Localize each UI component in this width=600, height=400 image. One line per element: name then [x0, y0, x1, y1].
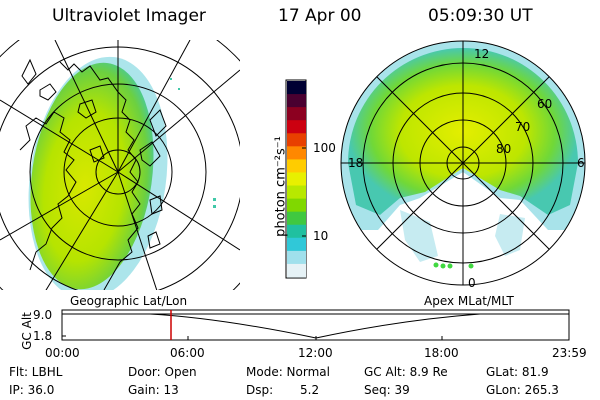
- colorbar-band: [287, 237, 306, 252]
- colorbar-band: [287, 159, 306, 174]
- left-panel-name: Geographic Lat/Lon: [70, 294, 188, 308]
- glon-info: GLon: 265.3: [486, 383, 559, 397]
- apex-polar-image: [340, 40, 586, 286]
- door-info: Door: Open: [128, 365, 197, 379]
- colorbar-band: [287, 94, 306, 108]
- timeline-xtick-0000: 00:00: [45, 346, 80, 360]
- colorbar-band: [287, 107, 306, 121]
- mlat-label-80: 80: [496, 142, 512, 156]
- timeline-ytick-top: 9.0: [33, 308, 53, 322]
- colorbar-band: [287, 250, 306, 265]
- mlt-label-18: 18: [348, 156, 364, 170]
- seq-info: Seq: 39: [364, 383, 410, 397]
- mlt-label-6: 6: [577, 156, 585, 170]
- colorbar-tick-10: 10: [313, 229, 329, 243]
- filter-info: Flt: LBHL: [9, 365, 63, 379]
- colorbar-tick-100: 100: [313, 141, 336, 155]
- colorbar-label: photon cm⁻²s⁻¹: [273, 136, 289, 237]
- colorbar-band: [287, 172, 306, 187]
- apex-grid: [340, 40, 586, 286]
- timeline-xtick-1800: 18:00: [424, 346, 459, 360]
- colorbar-band: [287, 120, 306, 134]
- colorbar-gradient: [287, 81, 306, 278]
- gain-info: Gain: 13: [128, 383, 179, 397]
- dsp-info: Dsp:: [246, 383, 274, 397]
- time-label: 05:09:30 UT: [428, 6, 533, 26]
- glat-info: GLat: 81.9: [486, 365, 549, 379]
- mlt-label-0: 0: [468, 276, 476, 290]
- timeline-ytick-bottom: 1.8: [33, 329, 53, 343]
- date-label: 17 Apr 00: [278, 6, 362, 26]
- right-panel-name: Apex MLat/MLT: [424, 294, 514, 308]
- timeline-plot: [61, 309, 570, 341]
- noise-dots: [433, 262, 474, 269]
- colorbar-band: [287, 133, 306, 147]
- timeline-xtick-0600: 06:00: [170, 346, 205, 360]
- mlt-label-12: 12: [474, 47, 490, 61]
- mode-info: Mode: Normal: [246, 365, 330, 379]
- colorbar-band: [287, 224, 306, 239]
- mlat-label-60: 60: [537, 97, 553, 111]
- gc-alt-info: GC Alt: 8.9 Re: [364, 365, 448, 379]
- colorbar-band: [287, 198, 306, 213]
- colorbar-band: [287, 211, 306, 226]
- timeline-xtick-2359: 23:59: [552, 346, 587, 360]
- colorbar-band: [287, 81, 306, 95]
- timeline-axis-label: GC Alt: [20, 312, 34, 350]
- mlat-label-70: 70: [515, 120, 531, 134]
- ip-info: IP: 36.0: [9, 383, 55, 397]
- colorbar-ticks: [302, 147, 306, 237]
- colorbar-band: [287, 263, 306, 278]
- instrument-title: Ultraviolet Imager: [52, 6, 206, 26]
- dsp-value: 5.2: [300, 383, 320, 397]
- colorbar-band: [287, 185, 306, 200]
- timeline-xtick-1200: 12:00: [298, 346, 333, 360]
- geographic-image: [0, 40, 240, 290]
- colorbar-band: [287, 146, 306, 160]
